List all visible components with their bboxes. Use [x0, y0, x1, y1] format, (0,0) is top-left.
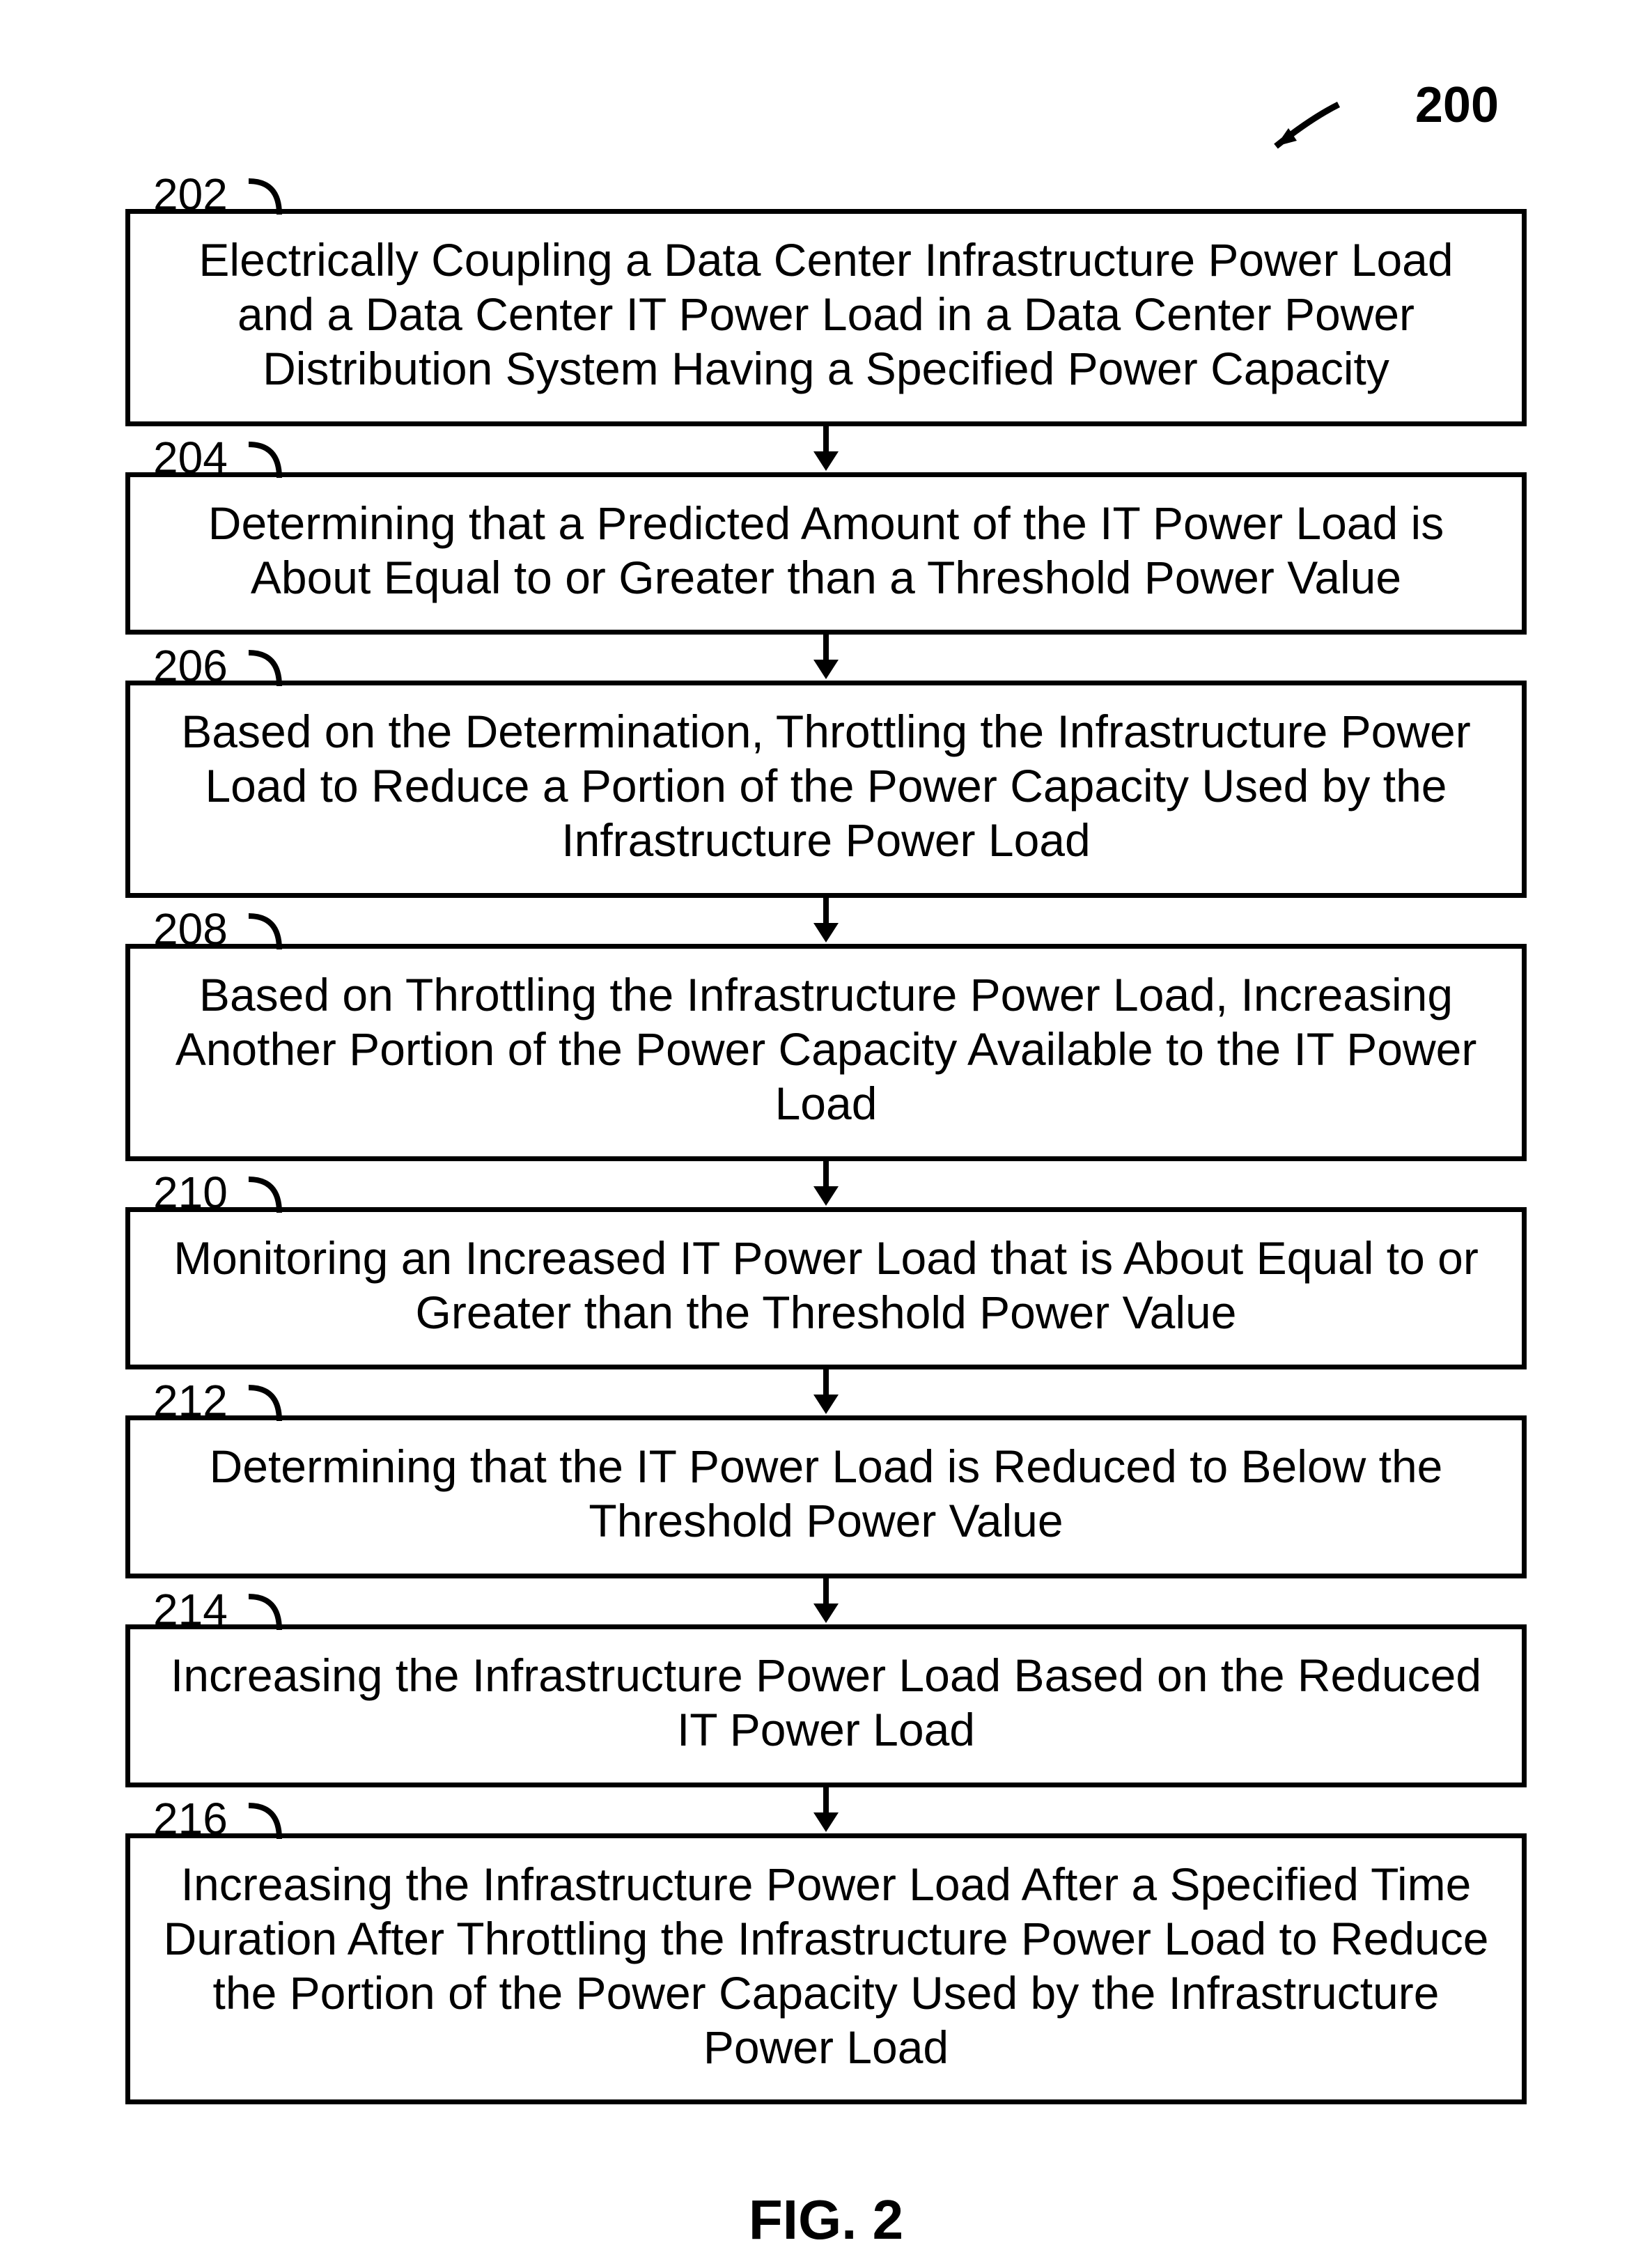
- connector-arrow: [125, 426, 1527, 472]
- step-208: 208 Based on Throttling the Infrastructu…: [125, 944, 1527, 1161]
- step-214: 214 Increasing the Infrastructure Power …: [125, 1624, 1527, 1787]
- step-box: Monitoring an Increased IT Power Load th…: [125, 1207, 1527, 1370]
- step-box: Increasing the Infrastructure Power Load…: [125, 1624, 1527, 1787]
- step-210: 210 Monitoring an Increased IT Power Loa…: [125, 1207, 1527, 1370]
- leader-hook-icon: [246, 1594, 288, 1633]
- step-box: Increasing the Infrastructure Power Load…: [125, 1833, 1527, 2105]
- connector-arrow: [125, 1369, 1527, 1415]
- arrow-down-icon: [805, 1787, 847, 1833]
- step-number-label: 204: [153, 432, 288, 483]
- leader-hook-icon: [246, 1385, 288, 1424]
- leader-hook-icon: [246, 913, 288, 952]
- step-number-label: 208: [153, 903, 288, 955]
- step-216: 216 Increasing the Infrastructure Power …: [125, 1833, 1527, 2105]
- leader-hook-icon: [246, 442, 288, 481]
- step-number-label: 216: [153, 1793, 288, 1845]
- step-box: Determining that a Predicted Amount of t…: [125, 472, 1527, 635]
- step-number-label: 214: [153, 1584, 288, 1636]
- step-box: Based on the Determination, Throttling t…: [125, 681, 1527, 898]
- step-box: Based on Throttling the Infrastructure P…: [125, 944, 1527, 1161]
- figure-caption: FIG. 2: [125, 2188, 1527, 2252]
- connector-arrow: [125, 1787, 1527, 1833]
- step-number-label: 212: [153, 1375, 288, 1427]
- step-number-label: 206: [153, 640, 288, 692]
- step-number-text: 216: [153, 1794, 228, 1844]
- connector-arrow: [125, 1578, 1527, 1624]
- leader-hook-icon: [246, 178, 288, 217]
- step-202: 202 Electrically Coupling a Data Center …: [125, 209, 1527, 426]
- arrow-down-icon: [805, 635, 847, 681]
- step-number-text: 208: [153, 904, 228, 954]
- pointer-arrow-icon: [1248, 98, 1346, 160]
- diagram-header: 200: [125, 98, 1527, 209]
- connector-arrow: [125, 898, 1527, 944]
- step-number-label: 202: [153, 169, 288, 220]
- step-box: Electrically Coupling a Data Center Infr…: [125, 209, 1527, 426]
- step-number-text: 210: [153, 1167, 228, 1218]
- step-206: 206 Based on the Determination, Throttli…: [125, 681, 1527, 898]
- flowchart-diagram: 200 202 Electrically Coupling a Data Cen…: [125, 98, 1527, 2252]
- leader-hook-icon: [246, 1177, 288, 1216]
- step-number-text: 212: [153, 1376, 228, 1426]
- step-number-label: 210: [153, 1167, 288, 1218]
- leader-hook-icon: [246, 650, 288, 689]
- arrow-down-icon: [805, 1369, 847, 1415]
- step-204: 204 Determining that a Predicted Amount …: [125, 472, 1527, 635]
- step-212: 212 Determining that the IT Power Load i…: [125, 1415, 1527, 1578]
- connector-arrow: [125, 635, 1527, 681]
- arrow-down-icon: [805, 898, 847, 944]
- leader-hook-icon: [246, 1803, 288, 1842]
- arrow-down-icon: [805, 426, 847, 472]
- step-number-text: 206: [153, 641, 228, 691]
- arrow-down-icon: [805, 1161, 847, 1207]
- step-box: Determining that the IT Power Load is Re…: [125, 1415, 1527, 1578]
- step-number-text: 204: [153, 433, 228, 483]
- arrow-down-icon: [805, 1578, 847, 1624]
- step-number-text: 214: [153, 1585, 228, 1635]
- diagram-id-label: 200: [1415, 77, 1499, 134]
- connector-arrow: [125, 1161, 1527, 1207]
- step-number-text: 202: [153, 169, 228, 219]
